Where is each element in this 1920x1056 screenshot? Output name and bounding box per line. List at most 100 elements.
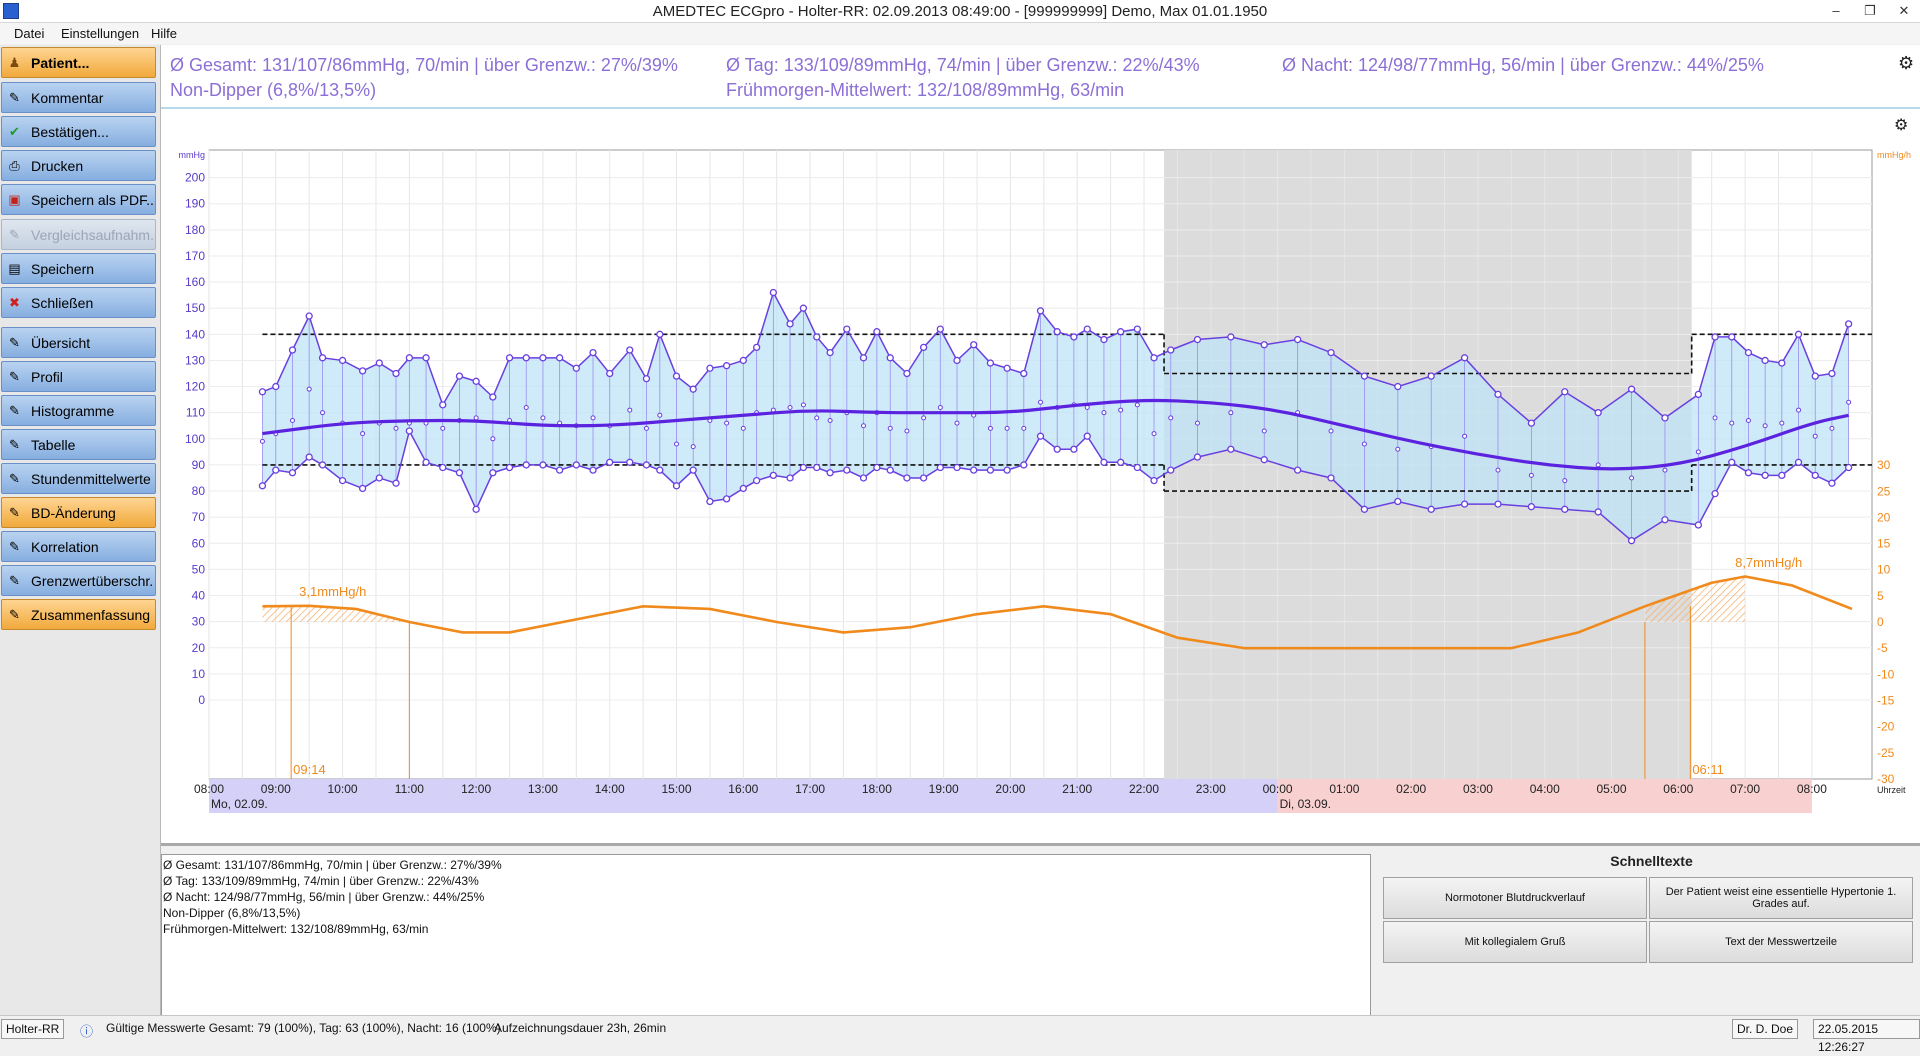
mean-point xyxy=(393,425,399,431)
edit-icon: ✎ xyxy=(9,437,20,452)
sidebar-item-zusammenfassung[interactable]: ✎ Zusammenfassung xyxy=(1,599,156,630)
mean-point xyxy=(1261,428,1267,434)
x-tick-label: 22:00 xyxy=(1129,782,1159,796)
note-line: Non-Dipper (6,8%/13,5%) xyxy=(163,906,301,920)
diastolic-point xyxy=(1844,463,1853,472)
quick-texts-panel: Schnelltexte Normotoner Blutdruckverlauf… xyxy=(1383,849,1920,1018)
mean-point xyxy=(320,410,326,416)
sidebar-item-stundenmittelwerte[interactable]: ✎ Stundenmittelwerte xyxy=(1,463,156,494)
sidebar-item-histogramme[interactable]: ✎ Histogramme xyxy=(1,395,156,426)
y-tick-label: 40 xyxy=(192,589,206,603)
systolic-point xyxy=(873,328,881,336)
systolic-point xyxy=(1100,335,1108,344)
sidebar-item-label: Schließen xyxy=(31,295,94,311)
quick-text-button[interactable]: Text der Messwertzeile xyxy=(1649,921,1913,963)
menu-hilfe[interactable]: Hilfe xyxy=(151,26,178,41)
minimize-button[interactable]: – xyxy=(1832,3,1840,18)
quick-text-button[interactable]: Mit kollegialem Gruß xyxy=(1383,921,1647,963)
diastolic-point xyxy=(1360,505,1369,513)
systolic-point xyxy=(1527,419,1536,427)
diastolic-point xyxy=(1394,497,1402,506)
sidebar-item-patient[interactable]: ♟ Patient... xyxy=(1,47,156,78)
x-tick-label: 17:00 xyxy=(795,782,825,796)
sidebar-item-profil[interactable]: ✎ Profil xyxy=(1,361,156,392)
systolic-point xyxy=(338,356,347,365)
app-icon xyxy=(3,3,19,19)
sidebar-item-übersicht[interactable]: ✎ Übersicht xyxy=(1,327,156,358)
y-tick-label-right: 0 xyxy=(1877,615,1884,629)
systolic-point xyxy=(1794,330,1803,338)
menu-datei[interactable]: Datei xyxy=(14,26,45,41)
summary-overall: Ø Gesamt: 131/107/86mmHg, 70/min | über … xyxy=(170,55,678,75)
sidebar-item-label: Stundenmittelwerte xyxy=(31,471,151,487)
edit-icon: ✎ xyxy=(9,471,20,486)
systolic-point xyxy=(642,375,651,383)
systolic-point xyxy=(489,393,497,401)
sidebar-item-grenzwertüberschr[interactable]: ✎ Grenzwertüberschr... xyxy=(1,565,156,596)
sidebar-item-label: Übersicht xyxy=(31,335,91,351)
quick-text-button[interactable]: Normotoner Blutdruckverlauf xyxy=(1383,877,1647,919)
sidebar-item-label: BD-Änderung xyxy=(31,505,116,521)
diastolic-point xyxy=(572,461,580,469)
systolic-point xyxy=(970,341,978,349)
restore-button[interactable]: ❐ xyxy=(1864,3,1876,18)
mean-point xyxy=(787,404,793,410)
sidebar-item-korrelation[interactable]: ✎ Korrelation xyxy=(1,531,156,562)
y-tick-label-right: 15 xyxy=(1877,537,1891,551)
pdf-icon: ▣ xyxy=(8,192,21,207)
diastolic-point xyxy=(919,474,928,482)
menu-einstellungen[interactable]: Einstellungen xyxy=(61,26,140,41)
mean-point xyxy=(473,415,479,421)
sidebar-item-label: Bestätigen... xyxy=(31,124,109,140)
diastolic-point xyxy=(626,458,634,466)
quick-texts-title: Schnelltexte xyxy=(1610,853,1693,869)
close-window-button[interactable]: ✕ xyxy=(1898,3,1910,18)
systolic-point xyxy=(1778,359,1786,367)
sidebar-item-tabelle[interactable]: ✎ Tabelle xyxy=(1,429,156,460)
mean-point xyxy=(1629,475,1635,481)
diastolic-point xyxy=(1627,537,1636,545)
info-icon: ⓘ xyxy=(80,1024,94,1039)
gear-icon[interactable]: ⚙ xyxy=(1894,115,1908,134)
sidebar-item-kommentar[interactable]: ✎ Kommentar xyxy=(1,82,156,113)
sidebar-item-drucken[interactable]: ⎙ Drucken xyxy=(1,150,156,181)
mean-point xyxy=(657,412,663,418)
x-tick-label: 16:00 xyxy=(728,782,758,796)
note-line: Ø Tag: 133/109/89mmHg, 74/min | über Gre… xyxy=(163,874,479,888)
diastolic-point xyxy=(642,461,651,469)
mean-point xyxy=(1796,407,1802,413)
systolic-point xyxy=(859,354,868,362)
sidebar-item-speichern[interactable]: ▤ Speichern xyxy=(1,253,156,284)
sidebar-item-bestätigen[interactable]: ✔ Bestätigen... xyxy=(1,116,156,147)
systolic-point xyxy=(1460,354,1469,362)
diastolic-point xyxy=(1167,466,1175,474)
printer-icon: ⎙ xyxy=(9,158,20,173)
systolic-point xyxy=(739,356,747,365)
diastolic-point xyxy=(1794,458,1803,466)
mean-point xyxy=(1528,472,1534,478)
sidebar-item-schließen[interactable]: ✖ Schließen xyxy=(1,287,156,318)
mean-point xyxy=(1812,433,1818,439)
systolic-point xyxy=(1427,372,1435,380)
diastolic-point xyxy=(936,463,944,472)
systolic-point xyxy=(753,343,761,352)
save-icon: ▤ xyxy=(8,261,21,276)
sidebar-item-label: Vergleichsaufnahm... xyxy=(31,227,153,243)
notes-textarea[interactable]: Ø Gesamt: 131/107/86mmHg, 70/min | über … xyxy=(161,854,1371,1018)
mean-point xyxy=(921,415,927,421)
x-tick-label: 13:00 xyxy=(528,782,558,796)
x-tick-label: 11:00 xyxy=(395,782,424,796)
gear-icon[interactable]: ⚙ xyxy=(1898,53,1915,73)
mean-point xyxy=(1328,428,1334,434)
mode-indicator: Holter-RR xyxy=(1,1019,65,1039)
sidebar-item-speichern-als-pdf[interactable]: ▣ Speichern als PDF... xyxy=(1,184,156,215)
y-tick-label: 160 xyxy=(185,275,205,289)
y-tick-label-right: -25 xyxy=(1877,746,1895,760)
quick-text-button[interactable]: Der Patient weist eine essentielle Hyper… xyxy=(1649,877,1913,919)
mean-point xyxy=(1595,462,1601,468)
sidebar-item-vergleichsaufnahm[interactable]: ✎ Vergleichsaufnahm... xyxy=(1,219,156,250)
systolic-point xyxy=(455,372,464,380)
mean-point xyxy=(259,438,265,444)
sidebar-item-bd-änderung[interactable]: ✎ BD-Änderung xyxy=(1,497,156,528)
systolic-point xyxy=(589,348,597,357)
